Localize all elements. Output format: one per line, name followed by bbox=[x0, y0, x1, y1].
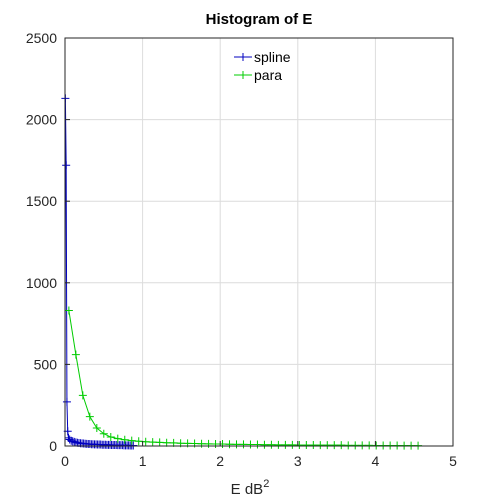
x-tick-label: 4 bbox=[372, 453, 380, 469]
x-axis-label-base: E dB bbox=[231, 481, 264, 498]
legend-label-para: para bbox=[254, 67, 282, 83]
y-tick-label: 0 bbox=[49, 438, 57, 454]
y-tick-label: 500 bbox=[34, 356, 58, 372]
x-axis-label-superscript: 2 bbox=[263, 478, 269, 490]
x-tick-label: 3 bbox=[294, 453, 302, 469]
legend-label-spline: spline bbox=[254, 49, 291, 65]
y-tick-label: 1500 bbox=[26, 193, 57, 209]
plot-area bbox=[65, 38, 453, 446]
y-tick-label: 1000 bbox=[26, 275, 57, 291]
x-tick-label: 5 bbox=[449, 453, 457, 469]
chart-title: Histogram of E bbox=[206, 11, 313, 28]
y-tick-label: 2500 bbox=[26, 30, 57, 46]
x-tick-label: 0 bbox=[61, 453, 69, 469]
y-tick-label: 2000 bbox=[26, 112, 57, 128]
x-tick-label: 2 bbox=[216, 453, 224, 469]
x-tick-label: 1 bbox=[139, 453, 147, 469]
